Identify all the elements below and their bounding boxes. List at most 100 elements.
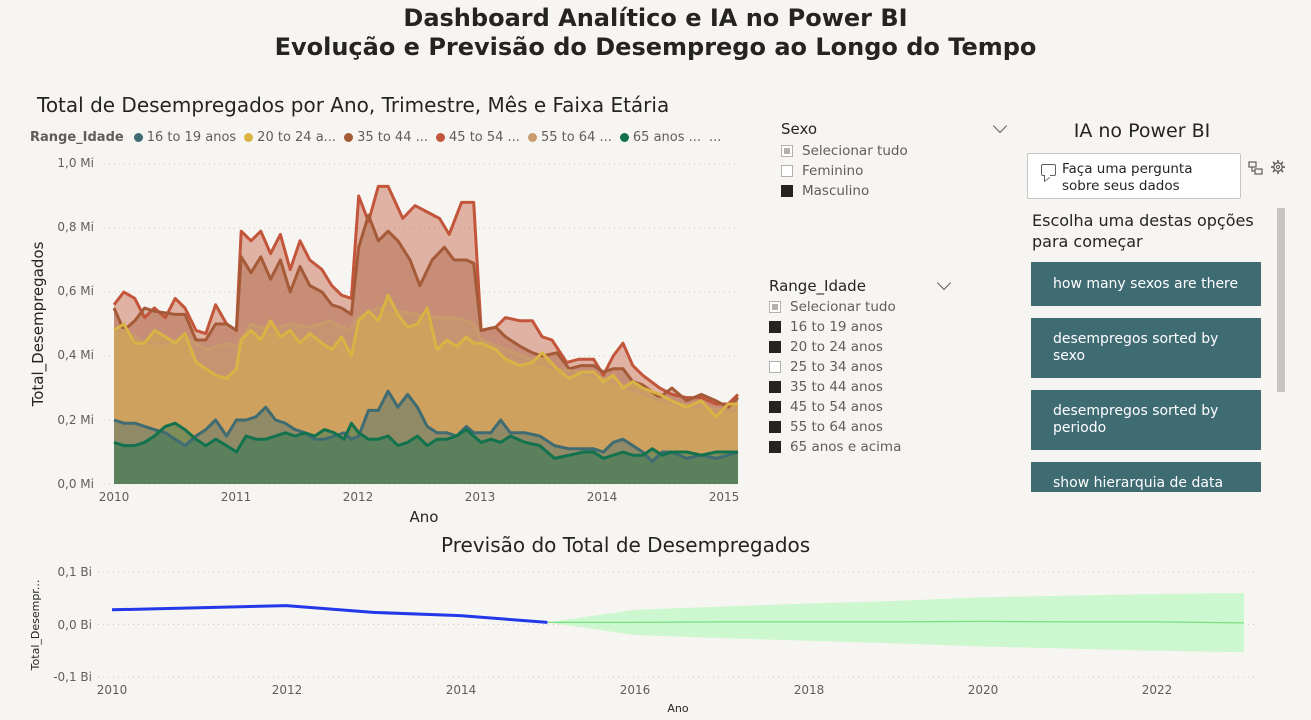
area-chart-title: Total de Desempregados por Ano, Trimestr… [37,93,670,117]
x-tick-label: 2013 [465,490,496,504]
qa-suggestion-button[interactable]: desempregos sorted by sexo [1031,318,1261,378]
legend-dot-icon [244,133,254,142]
qa-suggestion-button[interactable]: show hierarquia de data [1031,462,1261,492]
y-tick-label: 0,4 Mi [57,348,94,362]
slicer-option[interactable]: 25 to 34 anos [769,357,949,377]
y-axis-label: Total_Desempr... [29,580,42,672]
slicer-option[interactable]: 20 to 24 anos [769,337,949,357]
legend-dot-icon [344,133,354,142]
forecast-confidence-band [547,593,1244,653]
legend-item[interactable]: 55 to 64 ... [527,130,612,145]
series-area [114,308,738,484]
checkbox[interactable] [769,321,781,333]
checkbox[interactable] [769,361,781,373]
checkbox[interactable] [769,341,781,353]
chat-icon [1041,164,1056,176]
legend-item[interactable]: 16 to 19 anos [133,130,237,145]
slicer-option-label: 20 to 24 anos [790,339,883,355]
series-line [112,213,740,409]
checkbox[interactable] [781,185,793,197]
y-tick-label: 0,1 Bi [58,565,92,579]
area-chart: 0,0 Mi 0,2 Mi 0,4 Mi 0,6 Mi 0,8 Mi 1,0 M… [29,156,740,526]
x-tick-label: 2014 [587,490,618,504]
x-tick-label: 2022 [1142,683,1173,697]
qa-suggestion-button[interactable]: how many sexos are there [1031,262,1261,306]
checkbox[interactable] [769,381,781,393]
convert-visual-icon[interactable] [1248,161,1263,179]
actual-line [111,604,548,624]
legend-item[interactable]: 20 to 24 a... [244,130,336,145]
series-line [113,293,738,419]
slicer-option[interactable]: Feminino [781,161,1005,181]
legend-dot-icon [133,133,143,142]
legend-item-label: 20 to 24 a... [257,130,337,145]
area-chart-legend: Range_Idade 16 to 19 anos 20 to 24 a... … [30,130,730,145]
slicer-option[interactable]: 65 anos e acima [769,437,949,457]
sexo-slicer-header[interactable]: Sexo [781,118,1008,138]
qa-ask-input[interactable]: Faça uma pergunta sobre seus dados [1027,153,1241,199]
legend-item[interactable]: 35 to 44 ... [344,130,428,145]
legend-item-label: 55 to 64 ... [540,130,612,145]
checkbox[interactable] [769,401,781,413]
y-tick-label: 0,8 Mi [57,220,94,234]
slicer-option[interactable]: 16 to 19 anos [769,317,949,337]
gear-icon[interactable] [1270,159,1286,179]
range-idade-slicer-header[interactable]: Range_Idade [769,275,952,295]
checkbox[interactable] [769,441,781,453]
y-tick-label: -0,1 Bi [53,670,92,684]
slicer-option[interactable]: 55 to 64 anos [769,417,949,437]
legend-item[interactable]: 45 to 54 ... [436,130,520,145]
x-tick-label: 2014 [446,683,477,697]
y-tick-label: 1,0 Mi [57,156,94,170]
range-idade-slicer: Range_Idade Selecionar tudo 16 to 19 ano… [769,275,952,457]
y-tick-label: 0,2 Mi [57,413,94,427]
slicer-option-label: 65 anos e acima [790,439,902,455]
x-axis-label: Ano [410,508,439,526]
checkbox[interactable] [781,145,793,157]
slicer-option[interactable]: 35 to 44 anos [769,377,949,397]
x-axis-label: Ano [667,702,688,715]
sexo-slicer-title: Sexo [781,120,818,138]
legend-dot-icon [527,133,537,142]
x-tick-label: 2011 [221,490,252,504]
chevron-down-icon[interactable] [992,118,1008,134]
y-axis-label: Total_Desempregados [29,241,48,407]
area-chart-axes: 0,0 Mi 0,2 Mi 0,4 Mi 0,6 Mi 0,8 Mi 1,0 M… [29,156,739,526]
qa-intro-text: Escolha uma destas opções para começar [1032,211,1254,251]
slicer-option-label: Selecionar tudo [790,299,896,315]
slicer-option[interactable]: Selecionar tudo [769,297,949,317]
forecast-chart-title: Previsão do Total de Desempregados [441,533,811,557]
series-line [114,306,738,412]
page-title-line1: Dashboard Analítico e IA no Power BI [403,4,908,32]
forecast-chart: -0,1 Bi 0,0 Bi 0,1 Bi 2010 2012 2014 201… [29,565,1256,715]
series-line [113,389,739,464]
legend-item-label: 16 to 19 anos [146,130,237,145]
legend-item[interactable]: 65 anos ... [619,130,701,145]
forecast-line [547,620,1245,624]
slicer-option-label: 25 to 34 anos [790,359,883,375]
legend-title: Range_Idade [30,130,124,145]
qa-title: IA no Power BI [1073,120,1211,142]
area-chart-plot[interactable] [112,184,740,484]
qa-suggestion-button[interactable]: desempregos sorted by periodo [1031,390,1261,450]
forecast-chart-axes: -0,1 Bi 0,0 Bi 0,1 Bi 2010 2012 2014 201… [29,565,1172,715]
legend-more-button[interactable]: ... [709,130,722,145]
slicer-option[interactable]: 45 to 54 anos [769,397,949,417]
checkbox[interactable] [769,301,781,313]
x-tick-label: 2018 [794,683,825,697]
checkbox[interactable] [781,165,793,177]
qa-scrollbar[interactable] [1277,208,1285,392]
x-tick-label: 2012 [343,490,374,504]
checkbox[interactable] [769,421,781,433]
chevron-down-icon[interactable] [936,275,952,291]
area-chart-gridlines [104,163,738,485]
slicer-option[interactable]: Masculino [781,181,1005,201]
series-area [114,186,738,484]
x-tick-label: 2010 [97,683,128,697]
sexo-slicer: Sexo Selecionar tudo Feminino Masculino [781,118,1008,201]
forecast-chart-plot[interactable] [111,593,1245,653]
slicer-option-label: 45 to 54 anos [790,399,883,415]
legend-dot-icon [619,133,629,142]
y-tick-label: 0,0 Bi [58,618,92,632]
slicer-option[interactable]: Selecionar tudo [781,141,1005,161]
